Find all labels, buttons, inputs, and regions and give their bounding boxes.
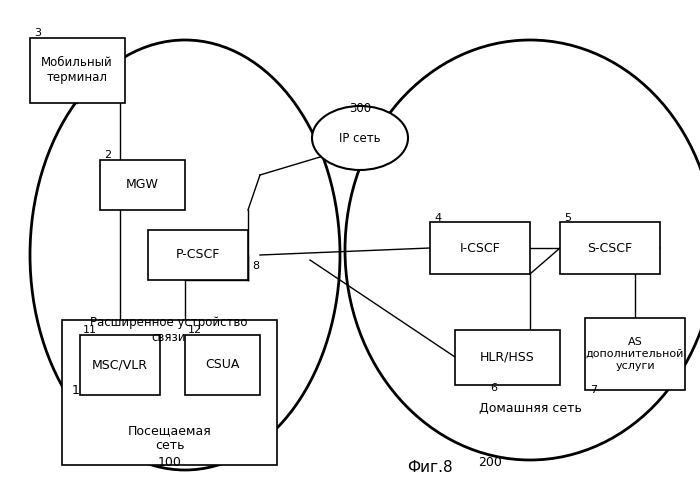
Text: 8: 8 xyxy=(252,261,259,271)
Text: 3: 3 xyxy=(34,28,41,38)
Text: S-CSCF: S-CSCF xyxy=(587,241,633,254)
Text: 300: 300 xyxy=(349,101,371,115)
FancyBboxPatch shape xyxy=(430,222,530,274)
Text: Мобильный
терминал: Мобильный терминал xyxy=(41,56,113,84)
FancyBboxPatch shape xyxy=(185,335,260,395)
Text: 11: 11 xyxy=(83,325,97,335)
Ellipse shape xyxy=(312,106,408,170)
Text: 2: 2 xyxy=(104,150,111,160)
FancyBboxPatch shape xyxy=(560,222,660,274)
FancyBboxPatch shape xyxy=(62,320,277,465)
Text: P-CSCF: P-CSCF xyxy=(176,249,220,262)
FancyBboxPatch shape xyxy=(80,335,160,395)
FancyBboxPatch shape xyxy=(455,330,560,385)
Text: 6: 6 xyxy=(490,383,497,393)
FancyBboxPatch shape xyxy=(585,318,685,390)
Text: 100: 100 xyxy=(158,456,182,468)
Text: 200: 200 xyxy=(478,456,502,468)
FancyBboxPatch shape xyxy=(30,38,125,103)
Text: Домашняя сеть: Домашняя сеть xyxy=(479,401,582,415)
Text: 1: 1 xyxy=(72,384,80,396)
Text: CSUA: CSUA xyxy=(205,359,239,372)
Text: Фиг.8: Фиг.8 xyxy=(407,460,453,476)
Text: IP сеть: IP сеть xyxy=(340,132,381,144)
Text: I-CSCF: I-CSCF xyxy=(460,241,500,254)
Text: AS
дополнительной
услуги: AS дополнительной услуги xyxy=(586,337,684,371)
Text: HLR/HSS: HLR/HSS xyxy=(480,350,534,363)
Text: MSC/VLR: MSC/VLR xyxy=(92,359,148,372)
Text: Расширенное устройство
связи: Расширенное устройство связи xyxy=(90,316,248,344)
Text: MGW: MGW xyxy=(125,179,158,192)
FancyBboxPatch shape xyxy=(148,230,248,280)
Text: 5: 5 xyxy=(564,213,571,223)
Text: Посещаемая
сеть: Посещаемая сеть xyxy=(128,424,212,452)
Text: 12: 12 xyxy=(188,325,202,335)
Text: 4: 4 xyxy=(434,213,441,223)
FancyBboxPatch shape xyxy=(100,160,185,210)
Text: 7: 7 xyxy=(590,385,597,395)
